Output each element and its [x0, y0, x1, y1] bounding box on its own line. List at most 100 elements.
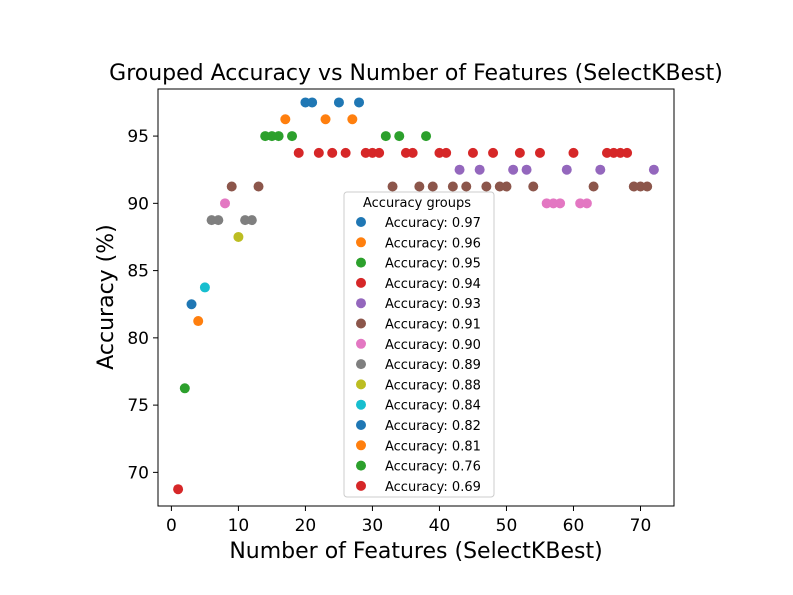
y-tick-label: 95 [127, 127, 149, 147]
legend-marker [356, 379, 366, 390]
y-tick-label: 80 [127, 329, 149, 349]
data-point [427, 181, 438, 192]
data-point [595, 164, 606, 175]
data-point [648, 164, 659, 175]
legend-entry-label: Accuracy: 0.69 [385, 480, 481, 495]
data-point [481, 181, 492, 192]
x-tick-label: 30 [362, 516, 384, 536]
data-point [246, 215, 257, 226]
x-axis: 0 10 20 30 40 50 60 70 [166, 506, 651, 536]
data-points [173, 97, 659, 495]
data-point [374, 147, 385, 158]
data-point [287, 131, 298, 142]
data-point [333, 97, 344, 108]
data-point [313, 147, 324, 158]
data-point [253, 181, 264, 192]
legend-entry-label: Accuracy: 0.88 [385, 378, 481, 393]
data-point [186, 299, 197, 310]
data-point [588, 181, 599, 192]
data-point [193, 316, 204, 327]
x-tick-label: 20 [295, 516, 317, 536]
legend-marker [356, 217, 366, 227]
legend-frame [343, 191, 495, 498]
data-point [394, 131, 405, 142]
legend-marker [356, 318, 366, 329]
legend-marker [356, 399, 366, 410]
legend-entry-label: Accuracy: 0.82 [385, 419, 481, 434]
data-point [280, 114, 291, 125]
legend-entry-label: Accuracy: 0.84 [385, 399, 481, 414]
data-point [173, 484, 184, 495]
y-tick-label: 75 [127, 396, 149, 416]
plot-area-frame [157, 88, 675, 507]
data-point [387, 181, 398, 192]
data-point [421, 131, 432, 142]
x-tick-label: 40 [429, 516, 451, 536]
data-point [273, 131, 284, 142]
legend-entry-label: Accuracy: 0.76 [385, 460, 481, 475]
x-tick-label: 10 [228, 516, 250, 536]
data-point [354, 97, 365, 108]
y-tick-label: 85 [127, 262, 149, 282]
legend-entry-label: Accuracy: 0.91 [385, 318, 481, 333]
legend-entry-label: Accuracy: 0.93 [385, 297, 481, 312]
data-point [521, 164, 532, 175]
data-point [514, 147, 525, 158]
legend-entry-label: Accuracy: 0.96 [385, 236, 481, 251]
data-point [199, 282, 210, 293]
data-point [226, 181, 237, 192]
data-point [508, 164, 519, 175]
data-point [501, 181, 512, 192]
data-point [454, 164, 465, 175]
data-point [622, 147, 633, 158]
legend-entry-label: Accuracy: 0.81 [385, 439, 481, 454]
legend-entry-label: Accuracy: 0.89 [385, 358, 481, 373]
data-point [474, 164, 485, 175]
data-point [581, 198, 592, 209]
data-point [568, 147, 579, 158]
data-point [213, 215, 224, 226]
data-point [561, 164, 572, 175]
data-point [528, 181, 539, 192]
data-point [320, 114, 331, 125]
legend-marker [356, 420, 366, 430]
legend-marker [356, 298, 366, 309]
legend-entry-label: Accuracy: 0.97 [385, 216, 481, 231]
data-point [441, 147, 452, 158]
legend-entry-label: Accuracy: 0.95 [385, 257, 481, 272]
y-axis: 70 75 80 85 90 95 [127, 127, 158, 483]
data-point [407, 147, 418, 158]
x-tick-label: 70 [630, 516, 652, 536]
data-point [233, 231, 244, 242]
data-point [307, 97, 318, 108]
data-point [642, 181, 653, 192]
legend-entry-label: Accuracy: 0.94 [385, 277, 481, 292]
legend-marker [356, 460, 366, 471]
y-axis-label: Accuracy (%) [94, 224, 119, 370]
legend-entry-label: Accuracy: 0.90 [385, 338, 481, 353]
data-point [461, 181, 472, 192]
legend-marker [356, 440, 366, 451]
y-tick-label: 70 [127, 463, 149, 483]
x-tick-label: 0 [166, 516, 177, 536]
data-point [447, 181, 458, 192]
data-point [220, 198, 231, 209]
data-point [327, 147, 338, 158]
x-tick-label: 60 [563, 516, 585, 536]
legend-marker [356, 480, 366, 491]
x-axis-label: Number of Features (SelectKBest) [229, 539, 602, 564]
data-point [414, 181, 425, 192]
legend-title: Accuracy groups [363, 196, 471, 211]
data-point [179, 383, 190, 394]
data-point [380, 131, 391, 142]
data-point [347, 114, 358, 125]
legend: Accuracy groups Accuracy: 0.97 Accuracy: … [343, 191, 495, 498]
chart-title: Grouped Accuracy vs Number of Features (… [109, 61, 723, 86]
y-tick-label: 90 [127, 194, 149, 214]
legend-marker [356, 257, 366, 268]
data-point [534, 147, 545, 158]
legend-marker [356, 277, 366, 288]
data-point [293, 147, 304, 158]
x-tick-label: 50 [496, 516, 518, 536]
